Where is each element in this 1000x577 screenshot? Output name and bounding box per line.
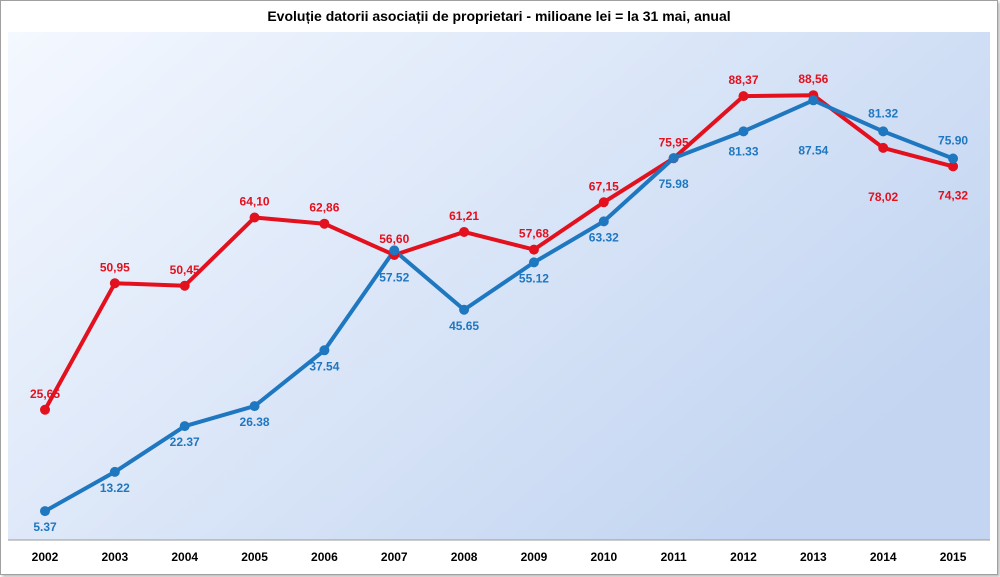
data-point: [109, 466, 120, 477]
data-point: [738, 126, 749, 137]
data-label: 25,65: [30, 387, 60, 401]
x-tick-label: 2007: [381, 550, 408, 564]
data-label: 22.37: [170, 435, 200, 449]
data-point: [738, 91, 749, 102]
data-label: 62,86: [309, 201, 339, 215]
data-point: [948, 153, 959, 164]
data-label: 57.52: [379, 270, 409, 284]
data-label: 50,95: [100, 260, 130, 274]
data-point: [249, 212, 260, 223]
x-tick-label: 2004: [171, 550, 198, 564]
x-tick-label: 2009: [521, 550, 548, 564]
data-label: 67,15: [589, 179, 619, 193]
data-label: 75.98: [659, 177, 689, 191]
x-tick-label: 2010: [590, 550, 617, 564]
x-tick-label: 2002: [32, 550, 59, 564]
series-line-1: [44, 98, 954, 513]
data-point: [40, 506, 50, 517]
data-label: 64,10: [240, 195, 270, 209]
data-point: [179, 421, 190, 432]
data-label: 63.32: [589, 230, 619, 244]
x-tick-label: 2008: [451, 550, 478, 564]
data-point: [878, 126, 889, 137]
data-label: 87.54: [798, 143, 828, 157]
chart-title: Evoluție datorii asociații de proprietar…: [267, 8, 731, 24]
data-label: 81.32: [868, 106, 898, 120]
data-point: [319, 218, 330, 229]
data-label: 88,56: [798, 72, 828, 86]
data-label: 26.38: [240, 415, 270, 429]
data-point: [528, 244, 539, 255]
data-point: [948, 161, 959, 172]
data-point: [598, 197, 609, 208]
data-label: 75.90: [938, 134, 968, 148]
data-point: [808, 95, 819, 106]
data-label: 75,95: [659, 135, 689, 149]
data-label: 81.33: [728, 144, 758, 158]
x-tick-label: 2005: [241, 550, 268, 564]
x-tick-label: 2014: [870, 550, 897, 564]
x-tick-label: 2003: [101, 550, 128, 564]
data-label: 45.65: [449, 319, 479, 333]
x-tick-label: 2006: [311, 550, 338, 564]
x-tick-label: 2013: [800, 550, 827, 564]
data-point: [389, 245, 400, 256]
series-line-0: [43, 93, 954, 411]
data-label: 5.37: [33, 520, 57, 534]
x-tick-label: 2011: [661, 550, 687, 564]
data-point: [109, 278, 120, 289]
data-label: 50,45: [170, 263, 200, 277]
data-point: [528, 257, 539, 268]
data-label: 37.54: [309, 359, 339, 373]
data-label: 13.22: [100, 481, 130, 495]
data-label: 55.12: [519, 271, 549, 285]
data-label: 56,60: [379, 232, 409, 246]
data-label: 88,37: [728, 73, 758, 87]
data-point: [459, 304, 470, 315]
data-label: 61,21: [449, 209, 479, 223]
data-point: [40, 404, 50, 415]
data-point: [319, 345, 330, 356]
data-point: [459, 226, 470, 237]
x-tick-label: 2015: [940, 550, 967, 564]
data-point: [668, 153, 679, 164]
data-label: 78,02: [868, 190, 898, 204]
data-point: [878, 142, 889, 153]
data-point: [598, 216, 609, 227]
data-point: [249, 401, 260, 412]
data-point: [179, 280, 190, 291]
x-tick-label: 2012: [730, 550, 757, 564]
data-label: 57,68: [519, 227, 549, 241]
data-label: 74,32: [938, 188, 968, 202]
